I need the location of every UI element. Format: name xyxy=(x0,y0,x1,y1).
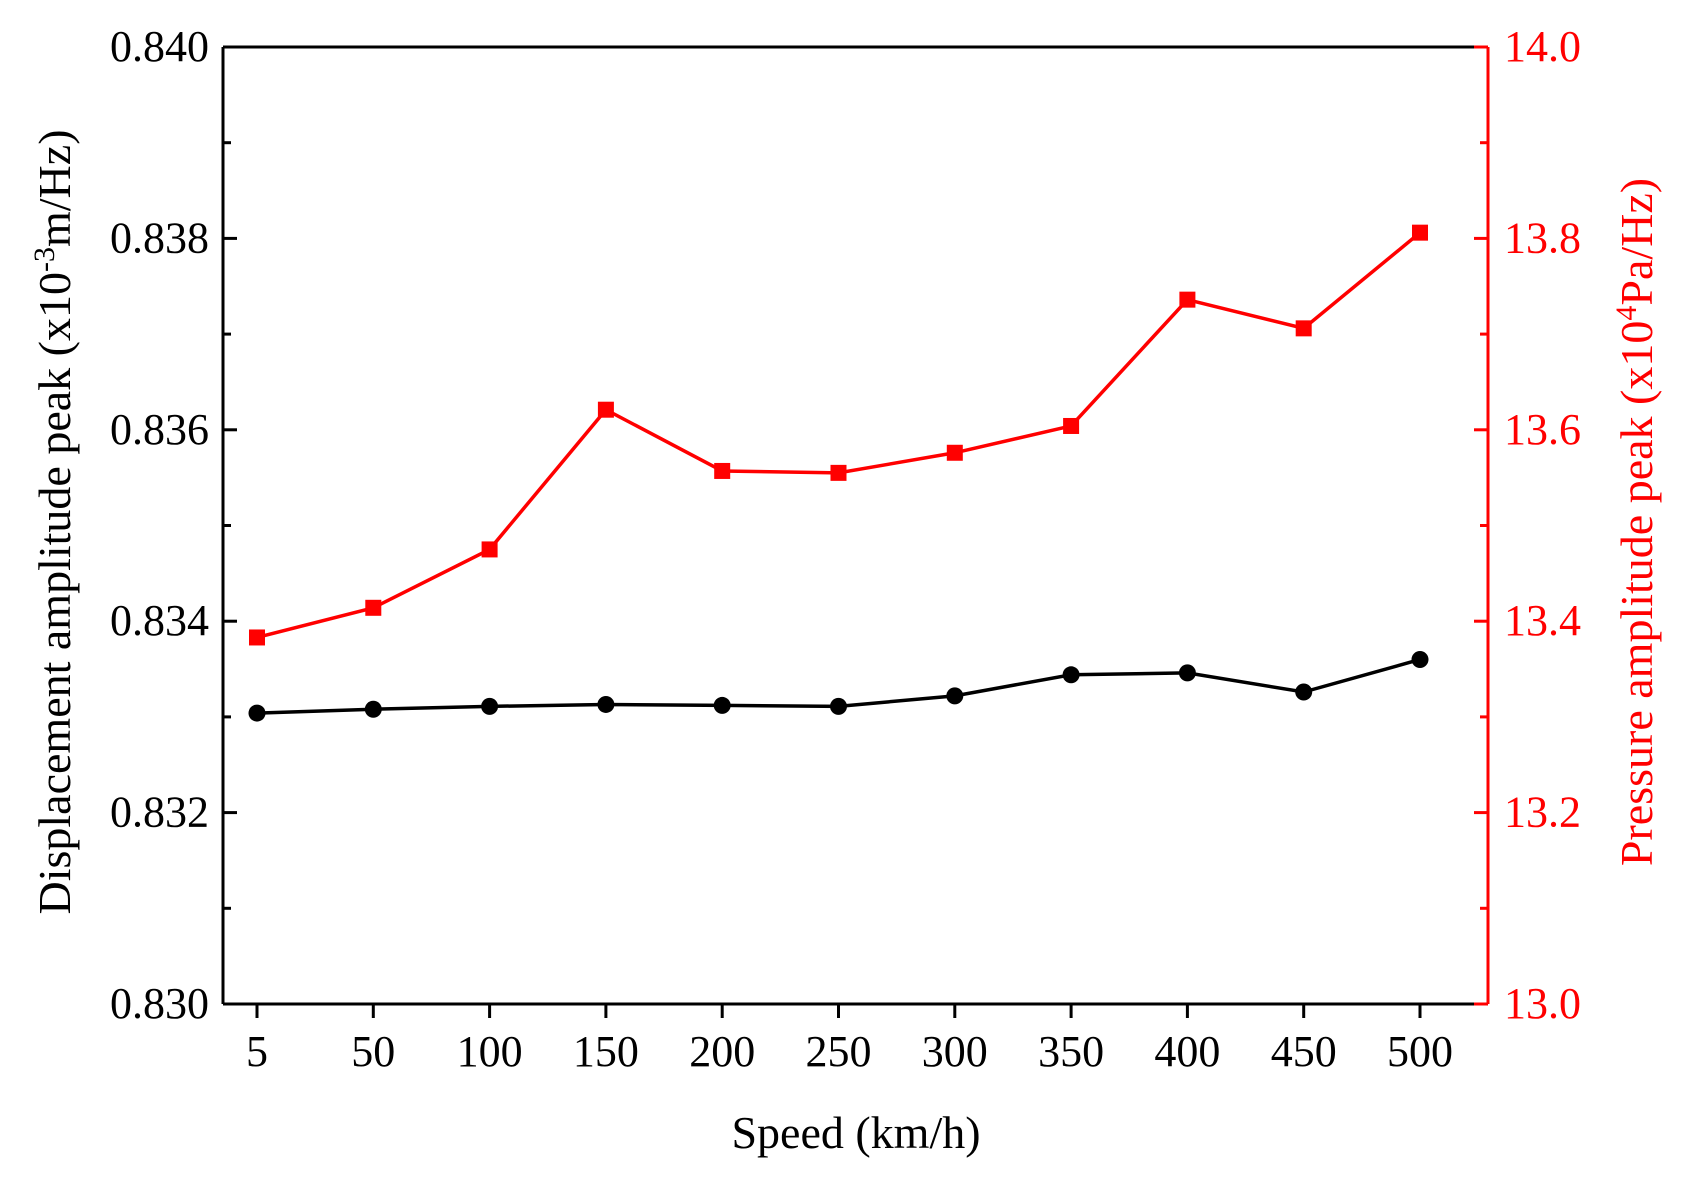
x-tick-label: 300 xyxy=(922,1027,988,1076)
left-tick-label: 0.830 xyxy=(110,979,209,1028)
right-tick-label: 13.0 xyxy=(1504,979,1581,1028)
pressure-data-point xyxy=(1295,320,1312,337)
displacement-data-point xyxy=(248,704,266,722)
x-tick-label: 400 xyxy=(1154,1027,1220,1076)
x-tick-label: 100 xyxy=(457,1027,523,1076)
x-tick-label: 450 xyxy=(1271,1027,1337,1076)
pressure-data-point xyxy=(365,599,382,616)
pressure-data-point xyxy=(714,462,731,479)
left-axis-title-main: Displacement amplitude peak (x10 xyxy=(29,272,80,915)
displacement-data-point xyxy=(481,697,499,715)
left-axis-title: Displacement amplitude peak (x10-3m/Hz) xyxy=(28,129,80,914)
displacement-data-point xyxy=(1062,666,1080,684)
displacement-data-point xyxy=(1295,683,1313,701)
displacement-data-point xyxy=(364,700,382,718)
x-tick-label: 250 xyxy=(806,1027,872,1076)
displacement-data-point xyxy=(830,697,847,715)
ticks-layer: 0.830 0.832 0.834 0.836 0.838 0.840 13.0 13.2 13… xyxy=(110,22,1581,1076)
displacement-data-point xyxy=(713,696,731,714)
displacement-data-point xyxy=(1411,650,1429,668)
x-axis-title: Speed (km/h) xyxy=(731,1107,980,1158)
right-tick-label: 13.8 xyxy=(1504,213,1581,262)
right-tick-label: 14.0 xyxy=(1504,22,1581,71)
pressure-data-point xyxy=(1063,417,1080,434)
right-axis-title: Pressure amplitude peak (x104Pa/Hz) xyxy=(1610,178,1662,866)
left-tick-label: 0.832 xyxy=(110,788,209,837)
pressure-data-point xyxy=(1179,291,1196,308)
displacement-data-point xyxy=(597,695,615,713)
x-tick-label: 50 xyxy=(351,1027,395,1076)
left-axis-title-sup: -3 xyxy=(28,247,61,272)
pressure-data-point xyxy=(1412,224,1428,241)
x-tick-label: 200 xyxy=(689,1027,755,1076)
pressure-data-point xyxy=(597,401,614,418)
displacement-data-point xyxy=(946,687,964,705)
pressure-data-point xyxy=(946,444,963,461)
x-tick-label: 5 xyxy=(246,1027,268,1076)
left-tick-label: 0.840 xyxy=(110,22,209,71)
x-tick-label: 150 xyxy=(573,1027,639,1076)
right-tick-label: 13.2 xyxy=(1504,788,1581,837)
left-tick-label: 0.838 xyxy=(110,213,209,262)
right-axis-title-tail: Pa/Hz) xyxy=(1611,178,1662,306)
pressure-data-point xyxy=(830,464,847,481)
displacement-data-point xyxy=(1178,664,1196,682)
right-axis-title-main: Pressure amplitude peak (x10 xyxy=(1611,321,1662,866)
right-axis-title-sup: 4 xyxy=(1610,306,1643,321)
series-layer xyxy=(248,224,1429,722)
right-tick-label: 13.4 xyxy=(1504,596,1581,645)
left-tick-label: 0.834 xyxy=(110,596,209,645)
x-tick-label: 350 xyxy=(1038,1027,1104,1076)
pressure-data-point xyxy=(481,541,498,558)
right-tick-label: 13.6 xyxy=(1504,405,1581,454)
x-tick-label: 500 xyxy=(1387,1027,1453,1076)
pressure-series-line xyxy=(256,231,1422,640)
pressure-data-point xyxy=(249,629,265,646)
axes-layer xyxy=(221,45,1490,1006)
left-tick-label: 0.836 xyxy=(110,405,209,454)
left-axis-title-tail: m/Hz) xyxy=(29,129,80,247)
